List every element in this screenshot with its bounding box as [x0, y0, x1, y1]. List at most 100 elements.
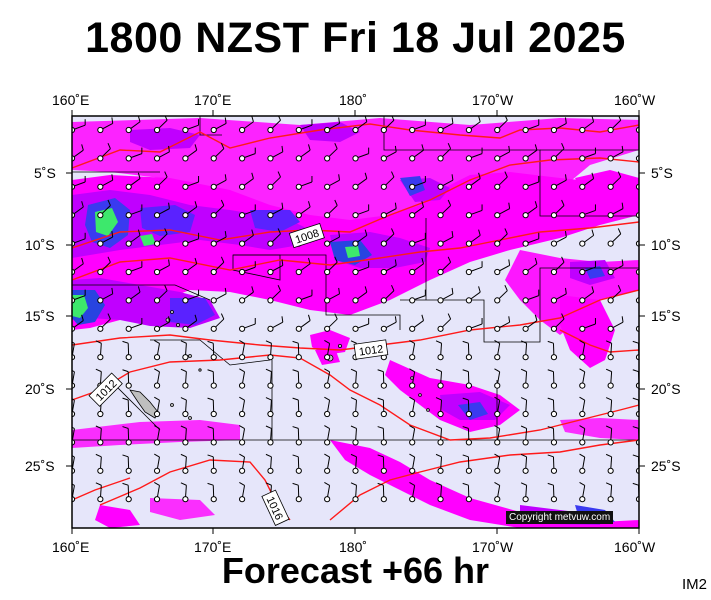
station-marker: [295, 268, 302, 276]
wind-barb-feather: [579, 453, 585, 458]
station-marker: [607, 268, 614, 276]
station-marker: [550, 467, 558, 474]
wind-barb-feather: [579, 425, 585, 430]
wind-barb-feather: [180, 340, 187, 344]
station-marker: [324, 183, 331, 190]
station-marker: [153, 212, 161, 219]
station-marker: [437, 268, 444, 276]
wind-barb-feather: [220, 199, 225, 206]
station-marker: [437, 325, 444, 332]
wind-barb-feather: [168, 145, 170, 152]
station-marker: [409, 410, 416, 418]
wind-barb-feather: [307, 314, 311, 321]
station-marker: [153, 325, 161, 332]
wind-barb-feather: [617, 228, 622, 235]
station-marker: [352, 410, 359, 418]
wind-barb-feather: [281, 202, 284, 209]
station-marker: [494, 382, 501, 389]
station-marker: [295, 325, 302, 332]
station-marker: [409, 212, 416, 219]
wind-barb-feather: [632, 397, 639, 401]
wind-barb-feather: [605, 425, 612, 429]
station-marker: [437, 354, 444, 361]
station-marker: [239, 410, 246, 418]
wind-barb-feather: [107, 256, 111, 263]
image-code: IM2: [681, 576, 707, 593]
station-marker: [125, 240, 132, 247]
wind-barb-feather: [137, 229, 141, 236]
lon-label-top-1: 160˚E: [52, 92, 90, 108]
wind-barb-feather: [462, 397, 469, 401]
wind-barb-feather: [81, 314, 84, 321]
wind-barb-feather: [180, 453, 187, 458]
wind-barb-feather: [591, 172, 595, 179]
wind-barb-feather: [239, 368, 245, 373]
wind-barb-feather: [561, 199, 565, 206]
station-marker: [352, 155, 359, 162]
axis-ticks: [66, 110, 645, 534]
wind-barb-feather: [520, 425, 527, 429]
wind-barb-feather: [107, 313, 111, 320]
station-marker: [97, 297, 104, 304]
wind-barb-feather: [391, 228, 395, 235]
wind-barb-feather: [239, 396, 245, 401]
station-marker: [97, 268, 104, 276]
wind-barb-feather: [122, 482, 129, 486]
wind-barb-feather: [265, 425, 272, 429]
wind-barb-feather: [154, 481, 160, 486]
station-marker: [153, 240, 161, 247]
wind-barb-feather: [504, 284, 508, 291]
wind-barb-feather: [494, 368, 500, 373]
wind-barb-feather: [520, 368, 527, 373]
station-marker: [352, 212, 359, 219]
wind-barb-feather: [265, 397, 272, 401]
wind-barb-feather: [364, 116, 368, 122]
station-marker: [182, 212, 189, 219]
wind-barb-feather: [292, 454, 299, 458]
station-marker: [267, 297, 274, 304]
station-marker: [97, 467, 104, 474]
station-marker: [522, 439, 529, 446]
station-marker: [550, 155, 558, 162]
wind-barb-feather: [520, 482, 527, 486]
wind-barb-feather: [447, 313, 452, 320]
station-marker: [97, 240, 104, 247]
wind-barb-feather: [168, 259, 170, 266]
station-marker: [437, 382, 444, 389]
wind-barb-feather: [364, 229, 368, 236]
wind-barb-feather: [394, 259, 397, 266]
station-marker: [409, 155, 416, 162]
wind-barb-feather: [350, 425, 357, 429]
wind-barb-feather: [239, 453, 245, 458]
station-marker: [522, 297, 529, 304]
station-marker: [380, 183, 387, 190]
wind-barb-feather: [435, 397, 442, 401]
station-marker: [550, 268, 558, 276]
wind-barb-feather: [520, 340, 527, 344]
wind-barb-feather: [72, 426, 75, 430]
wind-barb-shaft: [638, 157, 639, 159]
station-marker: [380, 410, 387, 418]
station-marker: [352, 496, 359, 503]
station-marker: [579, 439, 586, 446]
wind-barb-feather: [508, 202, 511, 209]
station-marker: [550, 240, 558, 247]
station-marker: [324, 268, 331, 276]
wind-barb-feather: [338, 231, 341, 238]
wind-barb-feather: [251, 286, 254, 293]
wind-barb-feather: [277, 228, 281, 235]
wind-barb-shaft: [638, 186, 639, 187]
wind-barb-feather: [547, 340, 554, 344]
station-marker: [494, 439, 501, 446]
station-marker: [267, 354, 274, 361]
station-marker: [324, 467, 331, 474]
station-marker: [437, 496, 444, 503]
wind-barb-feather: [520, 453, 527, 458]
station-marker: [239, 439, 246, 446]
wind-barb-feather: [180, 482, 187, 486]
wind-barb-feather: [478, 229, 481, 236]
station-marker: [465, 467, 472, 474]
wind-barb-feather: [534, 144, 538, 151]
wind-barb-shaft: [638, 271, 639, 272]
